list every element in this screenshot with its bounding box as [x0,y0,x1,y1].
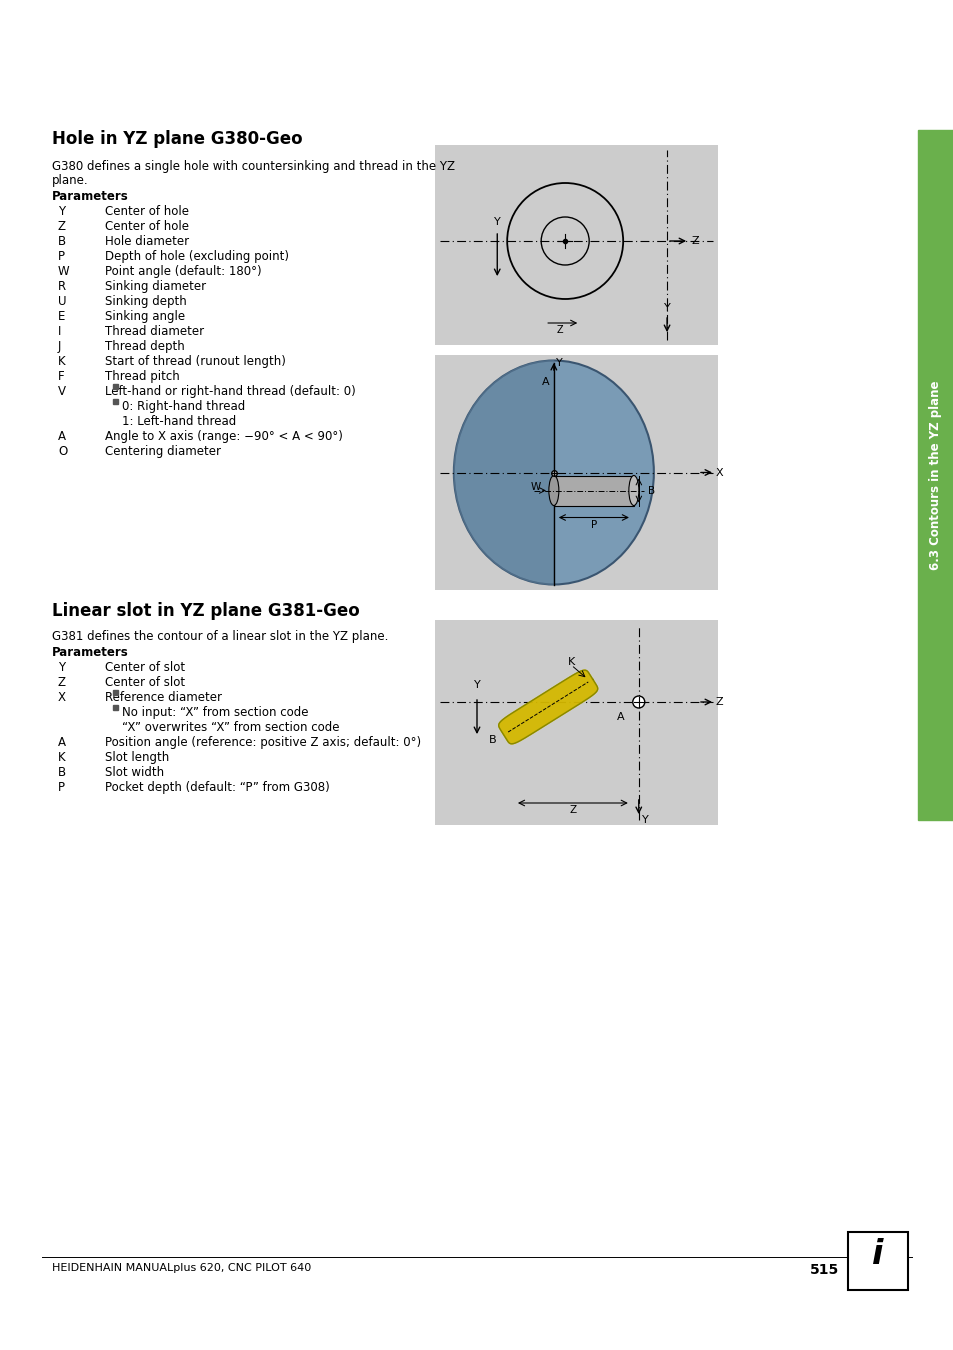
Text: 0: Right-hand thread: 0: Right-hand thread [122,400,245,413]
Text: V: V [58,385,66,398]
Text: 515: 515 [809,1264,839,1277]
Text: K: K [568,657,575,667]
Text: B: B [58,765,66,779]
Text: Center of slot: Center of slot [105,676,185,688]
Text: Thread pitch: Thread pitch [105,370,179,383]
Text: Thread diameter: Thread diameter [105,325,204,338]
Text: Pocket depth (default: “P” from G308): Pocket depth (default: “P” from G308) [105,782,330,794]
Text: Hole in YZ plane G380-Geo: Hole in YZ plane G380-Geo [52,130,302,148]
Text: 6.3 Contours in the YZ plane: 6.3 Contours in the YZ plane [928,381,942,570]
Text: Centering diameter: Centering diameter [105,446,221,458]
Text: Hole diameter: Hole diameter [105,235,189,248]
Text: J: J [58,340,61,352]
Text: Angle to X axis (range: −90° < A < 90°): Angle to X axis (range: −90° < A < 90°) [105,431,342,443]
Text: P: P [58,782,65,794]
Text: E: E [58,310,66,323]
Text: No input: “X” from section code: No input: “X” from section code [122,706,308,720]
Bar [435,620,718,825]
Text: B: B [58,235,66,248]
Text: A: A [58,431,66,443]
Text: Z: Z [569,805,576,815]
Bar [112,705,118,710]
Text: Y: Y [58,205,65,217]
Text: plane.: plane. [52,174,89,188]
Text: Z: Z [557,325,563,335]
Text: K: K [58,355,66,369]
Text: O: O [58,446,67,458]
Text: B: B [489,734,497,745]
Bar [112,690,118,695]
Text: Y: Y [556,358,562,369]
Text: F: F [58,370,65,383]
Text: Sinking angle: Sinking angle [105,310,185,323]
Text: P: P [58,250,65,263]
Bar [112,400,118,404]
Bar [112,383,118,389]
Text: A: A [58,736,66,749]
Text: Y: Y [473,680,480,690]
Text: Center of hole: Center of hole [105,205,189,217]
Ellipse shape [628,475,639,505]
Text: Reference diameter: Reference diameter [105,691,222,703]
Text: Start of thread (runout length): Start of thread (runout length) [105,355,286,369]
Text: U: U [58,296,67,308]
Text: Y: Y [663,302,670,313]
Text: Thread depth: Thread depth [105,340,185,352]
Text: A: A [541,377,549,387]
Text: i: i [871,1238,882,1272]
Text: Y: Y [494,217,500,227]
Text: Linear slot in YZ plane G381-Geo: Linear slot in YZ plane G381-Geo [52,602,359,620]
Text: Depth of hole (excluding point): Depth of hole (excluding point) [105,250,289,263]
Bar [554,475,633,505]
Text: B: B [648,486,655,495]
Text: I: I [58,325,61,338]
Text: Z: Z [58,676,66,688]
Text: Z: Z [58,220,66,234]
Text: Left-hand or right-hand thread (default: 0): Left-hand or right-hand thread (default:… [105,385,355,398]
Text: 1: Left-hand thread: 1: Left-hand thread [122,414,236,428]
Text: Z: Z [716,697,723,707]
Text: Sinking depth: Sinking depth [105,296,187,308]
Polygon shape [498,670,598,744]
Text: “X” overwrites “X” from section code: “X” overwrites “X” from section code [122,721,339,734]
Text: Point angle (default: 180°): Point angle (default: 180°) [105,265,261,278]
Bar [435,355,718,590]
Text: X: X [716,467,723,478]
Text: W: W [58,265,70,278]
Ellipse shape [454,360,653,585]
Text: Slot length: Slot length [105,751,169,764]
Text: X: X [58,691,66,703]
Text: Sinking diameter: Sinking diameter [105,279,206,293]
Text: Z: Z [690,236,698,246]
Text: G380 defines a single hole with countersinking and thread in the YZ: G380 defines a single hole with counters… [52,161,455,173]
Text: W: W [530,482,540,491]
Polygon shape [454,360,554,585]
Text: P: P [590,520,597,529]
Ellipse shape [548,475,558,505]
Bar [435,144,718,346]
Text: R: R [58,279,66,293]
Text: Parameters: Parameters [52,647,129,659]
Text: Parameters: Parameters [52,190,129,202]
Text: K: K [58,751,66,764]
Text: Y: Y [58,662,65,674]
Bar [847,1233,907,1291]
Text: G381 defines the contour of a linear slot in the YZ plane.: G381 defines the contour of a linear slo… [52,630,388,643]
Text: Center of slot: Center of slot [105,662,185,674]
Bar [917,130,953,819]
Text: HEIDENHAIN MANUALplus 620, CNC PILOT 640: HEIDENHAIN MANUALplus 620, CNC PILOT 640 [52,1264,311,1273]
Text: Center of hole: Center of hole [105,220,189,234]
Ellipse shape [632,697,644,707]
Text: Slot width: Slot width [105,765,164,779]
Text: A: A [617,711,624,722]
Text: Y: Y [641,815,648,825]
Text: Position angle (reference: positive Z axis; default: 0°): Position angle (reference: positive Z ax… [105,736,420,749]
